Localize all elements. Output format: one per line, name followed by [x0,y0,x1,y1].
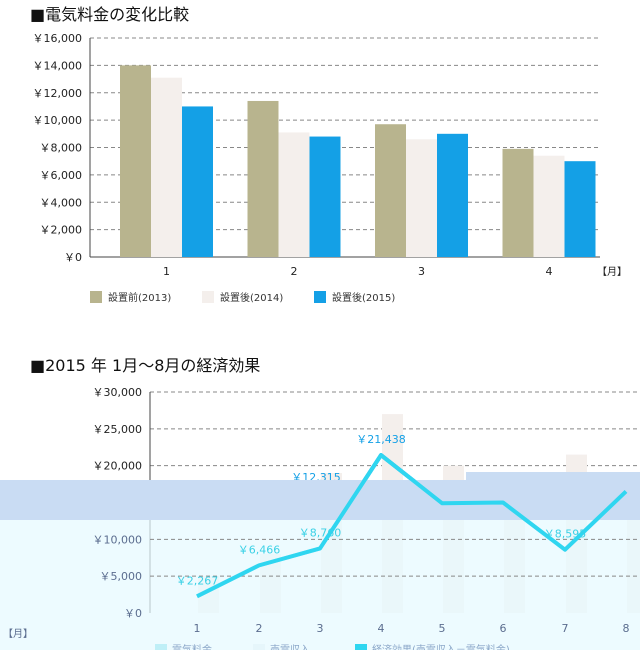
legend-swatch-2015 [314,290,326,303]
x-tick-label: 2 [291,265,298,278]
x-unit-label: 【月】 [3,628,33,640]
legend-label: 売電収入 [270,643,310,650]
legend-label-2013: 設置前(2013) [108,293,172,304]
bar [437,133,468,257]
x-unit-label: 【月】 [597,266,627,278]
y-tick-label: ￥2,000 [40,224,83,237]
bar [375,124,406,257]
data-label: ￥8,760 [299,526,342,539]
bar [247,100,279,258]
bar [406,139,437,257]
bar [502,148,534,257]
data-label: ￥21,438 [356,433,406,446]
legend-item-2013: 設置前(2013) [90,289,171,304]
legend-swatch-2013 [90,290,102,303]
legend-item-2014: 設置後(2014) [202,289,283,304]
x-tick-label: 1 [194,622,201,635]
bar [120,65,151,257]
legend-label-2015: 設置後(2015) [332,293,396,304]
y-tick-label: ￥10,000 [93,533,143,546]
legend-swatch [253,644,265,650]
legend-label-2014: 設置後(2014) [220,293,284,304]
legend-swatch [155,644,167,650]
x-tick-label: 8 [623,622,630,635]
legend-swatch-2014 [202,290,214,303]
y-tick-label: ￥30,000 [93,386,143,399]
data-label: ￥8,595 [544,528,587,541]
y-tick-label: ￥16,000 [33,32,83,45]
chart1-title: ■電気料金の変化比較 [30,5,190,24]
y-tick-label: ￥25,000 [93,423,143,436]
bar [182,106,213,257]
data-label: ￥2,267 [176,574,219,587]
x-tick-label: 4 [546,265,553,278]
legend-item-2015: 設置後(2015) [314,289,395,304]
chart2-title: ■2015 年 1月〜8月の経済効果 [30,356,261,375]
x-tick-label: 7 [562,622,569,635]
x-tick-label: 3 [317,622,324,635]
x-tick-label: 1 [163,265,170,278]
bar [564,161,596,257]
y-tick-label: ￥10,000 [33,114,83,127]
bar [309,136,341,257]
legend-swatch [355,644,367,650]
y-tick-label: ￥14,000 [33,59,83,72]
x-tick-label: 4 [378,622,385,635]
data-label: ￥6,466 [238,543,281,556]
bar [278,132,310,257]
y-tick-label: ￥4,000 [40,196,83,209]
y-tick-label: ￥12,000 [33,87,83,100]
x-tick-label: 2 [256,622,263,635]
y-tick-label: ￥20,000 [93,460,143,473]
y-tick-label: ￥6,000 [40,169,83,182]
legend-label: 電気料金 [172,643,212,650]
y-tick-label: ￥5,000 [100,570,143,583]
legend-label: 経済効果(売電収入－電気料金) [372,643,510,650]
x-tick-label: 5 [439,622,446,635]
series-line-front [196,453,628,599]
y-tick-label: ￥0 [64,251,82,264]
y-tick-label: ￥8,000 [40,142,83,155]
x-tick-label: 3 [418,265,425,278]
chart1-svg: ￥0 ￥2,000 ￥4,000 ￥6,000 ￥8,000 ￥10,000 ￥12,000… [33,32,628,278]
x-tick-label: 6 [500,622,507,635]
bar [151,77,182,257]
bar [533,155,565,257]
y-tick-label: ￥0 [124,607,142,620]
overlay-panel [0,520,640,650]
overlay-right-block [466,472,640,520]
